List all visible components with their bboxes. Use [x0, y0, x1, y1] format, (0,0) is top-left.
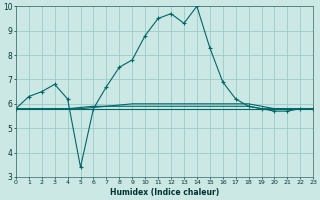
X-axis label: Humidex (Indice chaleur): Humidex (Indice chaleur): [110, 188, 219, 197]
